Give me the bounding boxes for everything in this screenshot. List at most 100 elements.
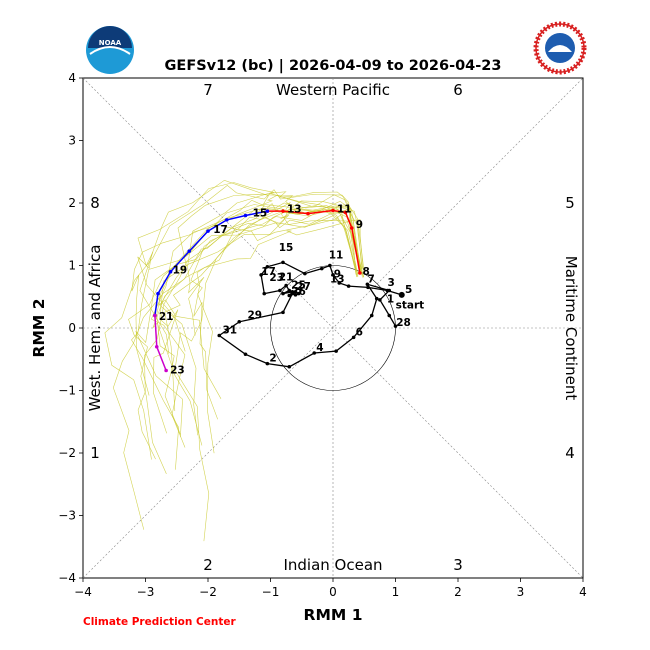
ensemble-member-line xyxy=(187,191,359,336)
ensemble-day-label: 21 xyxy=(159,311,174,323)
observed-day-label: 21 xyxy=(279,271,294,283)
national-weather-service-logo xyxy=(533,21,587,75)
phase-guides xyxy=(82,77,584,579)
ensemble-mean-point xyxy=(164,368,168,373)
ensemble-mean-line xyxy=(154,210,268,316)
phase-number: 2 xyxy=(203,556,213,574)
ensemble-member-line xyxy=(131,205,363,470)
phase-number: 6 xyxy=(453,81,463,99)
observed-point xyxy=(393,324,398,328)
phase-number: 8 xyxy=(90,194,100,212)
ensemble-mean-point xyxy=(306,211,310,216)
observed-point xyxy=(374,296,379,301)
unit-circle xyxy=(270,265,396,391)
observed-point xyxy=(296,291,301,296)
observed-point xyxy=(365,282,370,287)
y-tick-label: 0 xyxy=(68,321,76,335)
y-tick-label: 3 xyxy=(68,134,76,148)
ensemble-mean-point xyxy=(243,213,248,218)
observed-point xyxy=(278,288,282,293)
observed-point xyxy=(287,293,292,298)
y-tick-label: −4 xyxy=(58,571,76,585)
observed-point xyxy=(337,281,342,285)
observed-day-label: 27 xyxy=(296,281,311,293)
observed-point xyxy=(293,289,298,294)
observed-point xyxy=(293,293,298,297)
ensemble-mean-point xyxy=(281,209,285,213)
observed-point xyxy=(281,291,285,296)
y-tick-label: 4 xyxy=(68,71,76,85)
y-tick-label: −1 xyxy=(58,384,76,398)
ensemble-day-label: 17 xyxy=(213,224,228,236)
observed-day-label: 13 xyxy=(330,273,345,285)
ensemble-day-label: 19 xyxy=(173,265,188,277)
ensemble-mean-point xyxy=(349,226,354,230)
y-tick-label: 1 xyxy=(68,259,76,273)
observed-point xyxy=(290,291,295,296)
x-tick-label: 0 xyxy=(329,585,337,599)
ensemble-member-line xyxy=(137,179,359,352)
noaa-logo: NOAA xyxy=(86,26,134,74)
observed-point xyxy=(312,351,317,355)
ensemble-day-label: 13 xyxy=(287,203,302,215)
svg-text:NOAA: NOAA xyxy=(99,39,122,47)
observed-point xyxy=(237,319,242,324)
region-label-top: Western Pacific xyxy=(276,81,390,99)
observed-day-label: 15 xyxy=(279,242,294,254)
observed-point xyxy=(351,335,356,340)
ensemble-member-line xyxy=(104,185,361,460)
ensemble-member-line xyxy=(152,208,362,542)
x-tick-label: −1 xyxy=(262,585,280,599)
observed-day-label: 26 xyxy=(291,286,306,298)
x-tick-label: 3 xyxy=(517,585,525,599)
observed-day-label: 2 xyxy=(269,353,276,365)
region-label-bottom: Indian Ocean xyxy=(283,556,382,574)
observed-day-label: 23 xyxy=(269,272,284,284)
phase-number: 5 xyxy=(565,194,575,212)
x-tick-label: −3 xyxy=(137,585,155,599)
x-tick-label: 1 xyxy=(392,585,400,599)
observed-point xyxy=(287,364,292,369)
observed-point xyxy=(331,273,335,277)
observed-point xyxy=(265,264,270,269)
observed-day-label: 9 xyxy=(334,268,341,280)
observed-day-label: 8 xyxy=(363,266,370,278)
region-label-right: Maritime Continent xyxy=(562,256,580,401)
ensemble-members xyxy=(104,179,365,542)
observed-point xyxy=(387,288,392,293)
observed-point xyxy=(387,313,392,318)
ensemble-mean-point xyxy=(331,208,335,213)
ensemble-mean-point xyxy=(224,218,229,222)
chart-title: GEFSv12 (bc) | 2026-04-09 to 2026-04-23 xyxy=(165,58,502,74)
observed-point xyxy=(265,361,270,366)
region-label-left: West. Hem. and Africa xyxy=(86,245,104,412)
observed-point xyxy=(366,285,370,290)
ensemble-member-line xyxy=(156,199,357,435)
observed-day-label: 4 xyxy=(316,342,323,354)
y-tick-label: −2 xyxy=(58,446,76,460)
ensemble-mean-point xyxy=(168,269,173,274)
y-tick-label: −3 xyxy=(58,509,76,523)
observed-point xyxy=(243,352,248,357)
ensemble-day-label: 23 xyxy=(170,365,185,377)
observed-day-label: 1 xyxy=(387,293,394,305)
y-tick-label: 2 xyxy=(68,196,76,210)
phase-number: 3 xyxy=(453,556,463,574)
observed-day-label: 31 xyxy=(223,325,238,337)
observed-point xyxy=(346,284,351,288)
observed-day-label: 3 xyxy=(388,277,395,289)
ensemble-mean-point xyxy=(343,210,348,215)
observed-day-label: 6 xyxy=(356,326,363,338)
ensemble-member-line xyxy=(193,219,365,420)
ensemble-mean-point xyxy=(206,229,210,233)
x-tick-label: 2 xyxy=(454,585,462,599)
ensemble-day-label: 9 xyxy=(356,219,363,231)
observed-day-label: 25 xyxy=(291,280,306,292)
observed-point xyxy=(319,266,324,271)
observed-day-label: 7 xyxy=(368,273,375,285)
ensemble-mean-point xyxy=(265,209,270,213)
observed-point xyxy=(328,263,332,268)
